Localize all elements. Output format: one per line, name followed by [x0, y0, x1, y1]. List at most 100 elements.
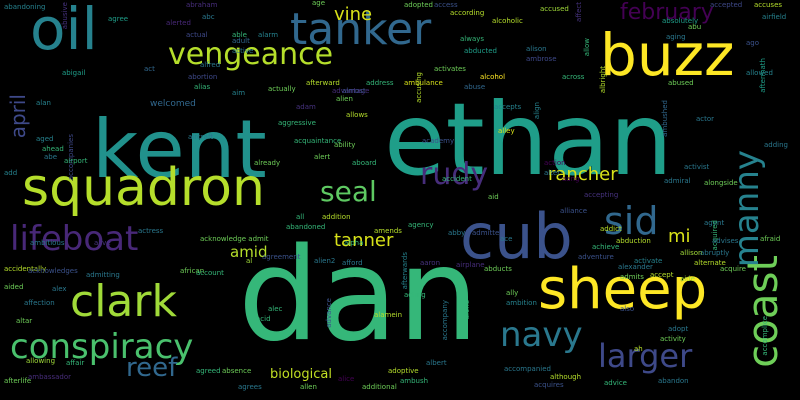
word-alpha: alpha	[344, 239, 364, 247]
word-airport: airport	[64, 157, 88, 165]
word-abe: abe	[44, 153, 58, 161]
word-access: access	[434, 1, 458, 9]
word-accepted: accepted	[710, 1, 743, 9]
word-vine: vine	[334, 4, 373, 25]
word-always: always	[460, 35, 485, 43]
word-larger: larger	[598, 337, 693, 375]
word-squadron: squadron	[22, 158, 265, 218]
word-amid: amid	[230, 243, 268, 261]
word-alias: alias	[194, 83, 211, 91]
word-lifeboat: lifeboat	[10, 219, 139, 259]
word-achieve: achieve	[592, 243, 620, 251]
word-ally: ally	[506, 289, 519, 297]
word-allowed: allowed	[746, 69, 773, 77]
word-alcoholic: alcoholic	[492, 17, 523, 25]
word-abducted: abducted	[464, 47, 497, 55]
word-activate: activate	[634, 257, 663, 265]
word-alongside: alongside	[704, 179, 738, 187]
word-clark: clark	[70, 276, 177, 327]
word-allen: allen	[300, 383, 317, 391]
word-allows: allows	[346, 111, 368, 119]
word-additional: additional	[362, 383, 397, 391]
word-adult: adult	[232, 37, 250, 45]
word-conspiracy: conspiracy	[10, 327, 194, 367]
word-aged: aged	[36, 135, 54, 143]
word-agency: agency	[408, 221, 434, 229]
word-sid: sid	[604, 199, 659, 243]
word-actual: actual	[186, 31, 208, 39]
word-all: all	[296, 213, 305, 221]
word-abraham: abraham	[186, 1, 218, 9]
word-aid: aid	[488, 193, 499, 201]
word-absence: absence	[222, 367, 252, 375]
word-agreement: agreement	[262, 253, 301, 261]
word-accused: accused	[540, 5, 569, 13]
word-advance: advance	[325, 298, 333, 328]
word-altar: altar	[16, 317, 33, 325]
word-address: address	[366, 79, 394, 87]
word-actress: actress	[138, 227, 164, 235]
word-adding: adding	[764, 141, 789, 149]
word-alone: alone	[463, 300, 471, 320]
word-across: across	[562, 73, 585, 81]
word-ambushed: ambushed	[661, 100, 669, 137]
word-adopted: adopted	[404, 1, 433, 9]
word-alternate: alternate	[694, 259, 726, 267]
word-acknowledges: acknowledges	[28, 267, 78, 275]
word-abigail: abigail	[62, 69, 86, 77]
word-ambitious: ambitious	[30, 239, 65, 247]
word-abduction: abduction	[616, 237, 651, 245]
word-afraid: afraid	[760, 235, 781, 243]
word-action: action	[544, 159, 566, 167]
word-advises: advises	[712, 237, 739, 245]
word-afterwards: afterwards	[401, 252, 409, 290]
word-age: age	[312, 0, 326, 7]
word-ahead: ahead	[42, 145, 64, 153]
word-alfred: alfred	[200, 61, 221, 69]
word-reef: reef	[126, 353, 178, 383]
word-abc: abc	[202, 13, 215, 21]
word-alamein: alamein	[374, 311, 403, 319]
word-agreed: agreed	[196, 367, 221, 375]
word-manny: manny	[727, 150, 767, 268]
word-also: also	[620, 305, 635, 313]
word-allow: allow	[583, 38, 591, 57]
word-abandon: abandon	[658, 377, 689, 385]
word-seal: seal	[320, 175, 377, 208]
word-absolutely: absolutely	[662, 17, 699, 25]
word-align: align	[533, 102, 541, 120]
word-affair: affair	[66, 359, 85, 367]
word-ambulance: ambulance	[404, 79, 443, 87]
word-accepts: accepts	[494, 103, 522, 111]
word-accepting: accepting	[584, 191, 619, 199]
word-alex: alex	[52, 285, 67, 293]
word-abused: abused	[668, 79, 694, 87]
word-acquires: acquires	[534, 381, 564, 389]
word-aggressive: aggressive	[278, 119, 316, 127]
word-afterward: afterward	[306, 79, 340, 87]
word-tanker: tanker	[290, 4, 432, 55]
word-aaron: aaron	[420, 259, 441, 267]
word-aircraft: aircraft	[188, 133, 214, 141]
word-adam: adam	[296, 103, 316, 111]
word-acquire: acquire	[720, 265, 746, 273]
word-alerted: alerted	[166, 19, 191, 27]
word-alice: alice	[338, 375, 355, 383]
word-albright: albright	[599, 66, 607, 94]
word-abu: abu	[688, 23, 702, 31]
word-actually: actually	[268, 85, 296, 93]
word-affect: affect	[575, 2, 583, 23]
word-buzz: buzz	[600, 21, 735, 89]
word-cub: cub	[460, 200, 573, 273]
word-admits: admits	[620, 273, 644, 281]
word-accuses: accuses	[754, 1, 783, 9]
word-ago: ago	[746, 39, 760, 47]
word-abandoning: abandoning	[4, 3, 46, 11]
word-alter: alter	[544, 169, 561, 177]
word-already: already	[254, 159, 281, 167]
word-abortion: abortion	[188, 73, 218, 81]
word-alive: alive	[94, 239, 111, 247]
word-ah: ah	[634, 345, 643, 353]
word-admitting: admitting	[86, 271, 120, 279]
word-alarm: alarm	[258, 31, 279, 39]
